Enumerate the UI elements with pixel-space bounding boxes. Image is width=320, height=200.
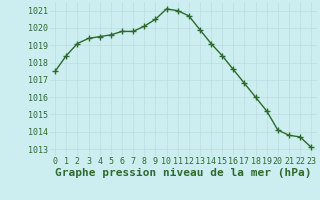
X-axis label: Graphe pression niveau de la mer (hPa): Graphe pression niveau de la mer (hPa) bbox=[55, 168, 311, 178]
